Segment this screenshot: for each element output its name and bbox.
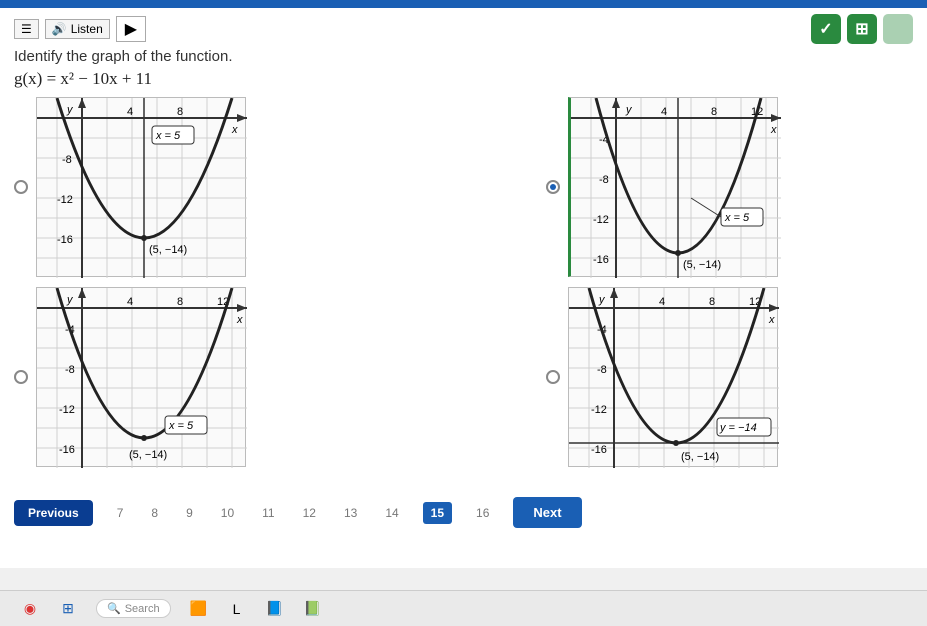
page-13[interactable]: 13 xyxy=(340,504,361,522)
svg-text:(5, −14): (5, −14) xyxy=(681,451,719,463)
svg-text:8: 8 xyxy=(711,106,717,118)
choice-b[interactable]: y x 4812 -4-8 -12-16 x = 5 (5, −14) xyxy=(14,287,246,467)
x-axis-label: x xyxy=(231,124,238,136)
page-14[interactable]: 14 xyxy=(381,504,402,522)
svg-text:x: x xyxy=(236,314,243,326)
window-top-strip xyxy=(0,0,927,8)
svg-text:x: x xyxy=(770,124,777,136)
taskbar-app-2[interactable]: L xyxy=(227,599,247,619)
taskbar-app-3[interactable]: 📘 xyxy=(265,599,285,619)
page-8[interactable]: 8 xyxy=(147,504,162,522)
svg-text:x = 5: x = 5 xyxy=(168,420,194,432)
listen-button[interactable]: 🔊 Listen xyxy=(45,19,110,39)
svg-text:8: 8 xyxy=(709,296,715,308)
start-icon[interactable]: ◉ xyxy=(20,599,40,619)
svg-text:4: 4 xyxy=(127,296,133,308)
page-10[interactable]: 10 xyxy=(217,504,238,522)
svg-text:4: 4 xyxy=(659,296,665,308)
svg-text:-8: -8 xyxy=(65,364,75,376)
tool-button-3[interactable] xyxy=(883,14,913,44)
svg-text:x = 5: x = 5 xyxy=(724,212,750,224)
svg-text:-16: -16 xyxy=(59,444,75,456)
svg-text:4: 4 xyxy=(661,106,667,118)
choices-area: y x 4 8 -8 -12 -16 x = 5 (5, −14) xyxy=(14,97,913,467)
svg-text:x = 5: x = 5 xyxy=(155,130,181,142)
svg-text:-8: -8 xyxy=(62,154,72,166)
svg-text:(5, −14): (5, −14) xyxy=(149,244,187,256)
svg-text:-16: -16 xyxy=(593,254,609,266)
taskbar-app-4[interactable]: 📗 xyxy=(303,599,323,619)
svg-text:-8: -8 xyxy=(597,364,607,376)
svg-text:-16: -16 xyxy=(591,444,607,456)
taskbar-search[interactable]: 🔍 Search xyxy=(96,599,171,618)
svg-text:-8: -8 xyxy=(599,174,609,186)
hamburger-icon[interactable]: ☰ xyxy=(14,19,39,39)
previous-button[interactable]: Previous xyxy=(14,500,93,526)
svg-text:8: 8 xyxy=(177,106,183,118)
page-15[interactable]: 15 xyxy=(423,502,452,524)
svg-text:y: y xyxy=(66,294,74,306)
y-axis-label: y xyxy=(66,104,74,116)
choices-right-col: y x 4812 -4-8 -12-16 x = 5 (5, −14) xyxy=(546,97,778,467)
choice-c[interactable]: y x 4812 -4-8 -12-16 x = 5 (5, −14) xyxy=(546,97,778,277)
check-icon: ✓ xyxy=(819,19,832,39)
svg-text:-16: -16 xyxy=(57,234,73,246)
page-7[interactable]: 7 xyxy=(113,504,128,522)
taskbar-app-1[interactable]: 🟧 xyxy=(189,599,209,619)
svg-text:y: y xyxy=(598,294,606,306)
svg-text:y: y xyxy=(625,104,633,116)
graph-c: y x 4812 -4-8 -12-16 x = 5 (5, −14) xyxy=(568,97,778,277)
page-11[interactable]: 11 xyxy=(258,504,278,522)
graph-d: y x 4812 -4-8 -12-16 y = −14 (5, −14) xyxy=(568,287,778,467)
graph-a: y x 4 8 -8 -12 -16 x = 5 (5, −14) xyxy=(36,97,246,277)
tool-icon: ⊞ xyxy=(855,19,868,39)
question-equation: g(x) = x² − 10x + 11 xyxy=(14,69,913,89)
choice-d[interactable]: y x 4812 -4-8 -12-16 y = −14 (5, −14) xyxy=(546,287,778,467)
radio-a[interactable] xyxy=(14,180,28,194)
windows-icon[interactable]: ⊞ xyxy=(58,599,78,619)
page-12[interactable]: 12 xyxy=(299,504,320,522)
listen-label: Listen xyxy=(71,22,103,36)
page-9[interactable]: 9 xyxy=(182,504,197,522)
tool-button[interactable]: ⊞ xyxy=(847,14,877,44)
sound-icon: 🔊 xyxy=(52,22,67,36)
svg-text:(5, −14): (5, −14) xyxy=(129,449,167,461)
play-button[interactable]: ▶ xyxy=(116,16,146,42)
svg-text:-12: -12 xyxy=(591,404,607,416)
choices-left-col: y x 4 8 -8 -12 -16 x = 5 (5, −14) xyxy=(14,97,246,467)
top-toolbar: ☰ 🔊 Listen ▶ xyxy=(14,16,913,42)
radio-b[interactable] xyxy=(14,370,28,384)
question-panel: ☰ 🔊 Listen ▶ ✓ ⊞ Identify the graph of t… xyxy=(0,8,927,568)
radio-c[interactable] xyxy=(546,180,560,194)
right-toolbar: ✓ ⊞ xyxy=(811,14,913,44)
svg-text:-12: -12 xyxy=(593,214,609,226)
choice-a[interactable]: y x 4 8 -8 -12 -16 x = 5 (5, −14) xyxy=(14,97,246,277)
os-taskbar: ◉ ⊞ 🔍 Search 🟧 L 📘 📗 xyxy=(0,590,927,626)
svg-text:-12: -12 xyxy=(57,194,73,206)
svg-text:y = −14: y = −14 xyxy=(719,422,757,434)
next-button[interactable]: Next xyxy=(513,497,581,528)
svg-text:x: x xyxy=(768,314,775,326)
pagination-footer: Previous 7 8 9 10 11 12 13 14 15 16 Next xyxy=(0,497,927,528)
search-icon: 🔍 xyxy=(107,602,121,615)
svg-text:8: 8 xyxy=(177,296,183,308)
save-button[interactable]: ✓ xyxy=(811,14,841,44)
question-prompt: Identify the graph of the function. xyxy=(14,48,913,65)
page-16[interactable]: 16 xyxy=(472,504,493,522)
radio-d[interactable] xyxy=(546,370,560,384)
graph-b: y x 4812 -4-8 -12-16 x = 5 (5, −14) xyxy=(36,287,246,467)
search-placeholder: Search xyxy=(125,603,160,615)
svg-text:4: 4 xyxy=(127,106,133,118)
svg-text:(5, −14): (5, −14) xyxy=(683,259,721,271)
svg-text:-12: -12 xyxy=(59,404,75,416)
